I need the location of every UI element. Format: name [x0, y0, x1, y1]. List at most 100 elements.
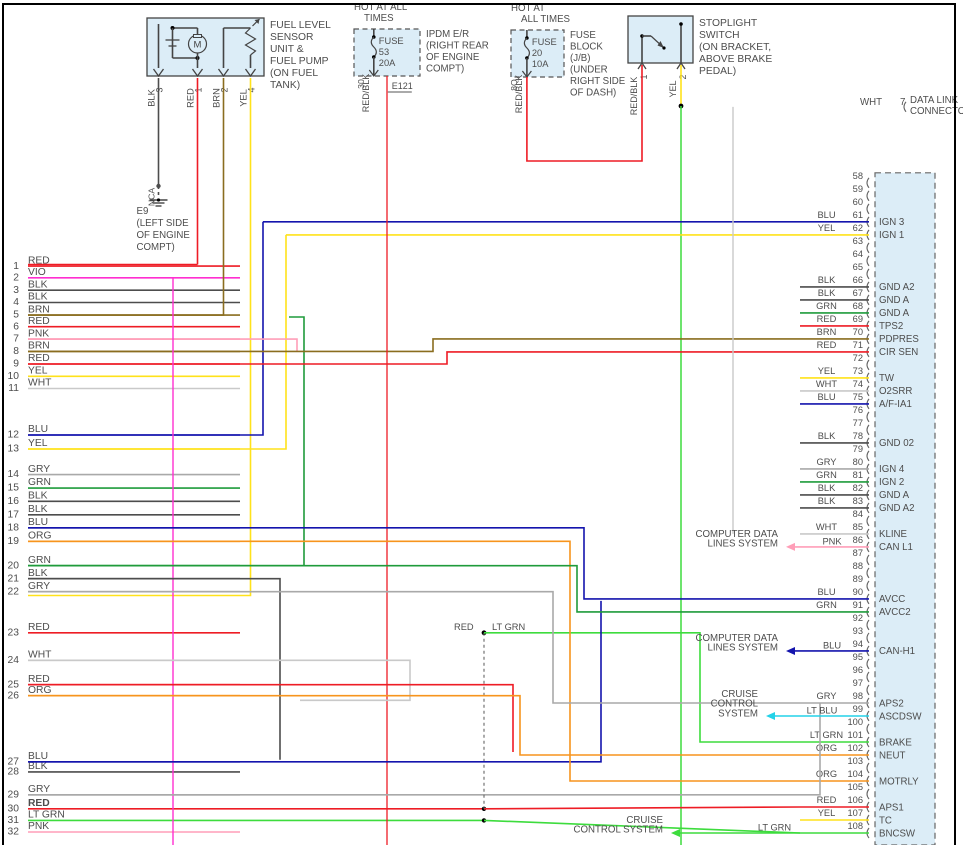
svg-text:(ON FUEL: (ON FUEL: [270, 68, 318, 79]
svg-text:21: 21: [8, 573, 20, 584]
svg-text:BLK: BLK: [28, 292, 48, 303]
svg-text:ORG: ORG: [816, 769, 837, 779]
svg-text:106: 106: [847, 795, 863, 805]
svg-text:29: 29: [8, 789, 20, 800]
svg-text:7: 7: [13, 334, 19, 345]
svg-text:28: 28: [8, 767, 20, 778]
svg-text:AVCC: AVCC: [879, 594, 905, 605]
svg-text:92: 92: [853, 613, 863, 623]
svg-text:12: 12: [8, 430, 20, 441]
svg-text:BLK: BLK: [28, 491, 48, 502]
svg-text:26: 26: [8, 690, 20, 701]
svg-text:O2SRR: O2SRR: [879, 386, 912, 397]
svg-text:APS1: APS1: [879, 802, 904, 813]
svg-text:GRY: GRY: [817, 457, 837, 467]
svg-text:10A: 10A: [532, 59, 549, 69]
svg-text:98: 98: [853, 691, 863, 701]
svg-text:102: 102: [847, 743, 863, 753]
svg-text:CONTROL SYSTEM: CONTROL SYSTEM: [573, 825, 663, 836]
svg-text:78: 78: [853, 431, 863, 441]
svg-text:2: 2: [678, 74, 688, 79]
svg-text:13: 13: [8, 444, 20, 455]
svg-text:ORG: ORG: [816, 743, 837, 753]
svg-text:88: 88: [853, 561, 863, 571]
svg-text:E121: E121: [392, 81, 413, 91]
svg-text:89: 89: [853, 574, 863, 584]
svg-text:BRAKE: BRAKE: [879, 737, 912, 748]
svg-text:77: 77: [853, 418, 863, 428]
svg-text:73: 73: [853, 366, 863, 376]
svg-text:OF DASH): OF DASH): [570, 88, 616, 99]
svg-text:63: 63: [853, 236, 863, 246]
svg-text:BLU: BLU: [817, 392, 835, 402]
svg-text:87: 87: [853, 548, 863, 558]
svg-text:LT GRN: LT GRN: [810, 730, 843, 740]
svg-text:17: 17: [8, 509, 20, 520]
svg-text:108: 108: [847, 821, 863, 831]
svg-text:GRY: GRY: [28, 784, 50, 795]
svg-text:2: 2: [13, 272, 19, 283]
svg-text:74: 74: [853, 379, 863, 389]
svg-text:90: 90: [853, 587, 863, 597]
svg-text:BRN: BRN: [212, 88, 222, 108]
svg-text:20: 20: [8, 560, 20, 571]
svg-text:6: 6: [13, 321, 19, 332]
svg-text:YEL: YEL: [668, 80, 678, 97]
svg-text:93: 93: [853, 626, 863, 636]
svg-text:RED: RED: [28, 622, 50, 633]
svg-text:GRY: GRY: [817, 691, 837, 701]
svg-text:GND A: GND A: [879, 490, 910, 501]
svg-text:82: 82: [853, 483, 863, 493]
svg-text:32: 32: [8, 827, 20, 838]
svg-text:20: 20: [532, 48, 542, 58]
svg-text:BLU: BLU: [28, 424, 48, 435]
svg-text:RED: RED: [454, 622, 474, 632]
svg-text:BLK: BLK: [28, 504, 48, 515]
svg-text:24: 24: [8, 655, 20, 666]
svg-text:66: 66: [853, 275, 863, 285]
svg-text:BLU: BLU: [823, 641, 841, 651]
svg-text:101: 101: [847, 730, 863, 740]
svg-text:BRN: BRN: [817, 327, 837, 337]
svg-text:WHT: WHT: [816, 522, 837, 532]
svg-text:A/F-IA1: A/F-IA1: [879, 399, 912, 410]
svg-text:BNCSW: BNCSW: [879, 828, 916, 839]
svg-text:23: 23: [8, 627, 20, 638]
svg-text:100: 100: [847, 717, 863, 727]
svg-text:65: 65: [853, 262, 863, 272]
svg-text:TANK): TANK): [270, 80, 300, 91]
svg-text:RIGHT SIDE: RIGHT SIDE: [570, 76, 626, 87]
svg-text:SENSOR: SENSOR: [270, 32, 314, 43]
svg-text:GND A2: GND A2: [879, 503, 915, 514]
svg-text:(J/B): (J/B): [570, 53, 590, 64]
svg-text:LT GRN: LT GRN: [758, 823, 791, 833]
svg-text:75: 75: [853, 392, 863, 402]
svg-text:103: 103: [847, 756, 863, 766]
svg-text:WHT: WHT: [28, 650, 52, 661]
svg-text:BLU: BLU: [817, 587, 835, 597]
svg-text:IGN 2: IGN 2: [879, 477, 904, 488]
svg-text:GND A: GND A: [879, 295, 910, 306]
svg-text:ASCDSW: ASCDSW: [879, 711, 922, 722]
svg-text:TC: TC: [879, 815, 892, 826]
svg-text:RED: RED: [28, 353, 50, 364]
svg-text:YEL: YEL: [818, 808, 836, 818]
svg-text:PNK: PNK: [822, 537, 842, 547]
svg-text:IGN 3: IGN 3: [879, 217, 904, 228]
svg-text:PDPRES: PDPRES: [879, 334, 919, 345]
svg-text:14: 14: [8, 469, 20, 480]
svg-text:VIO: VIO: [28, 267, 46, 278]
svg-text:60: 60: [853, 197, 863, 207]
svg-text:LINES SYSTEM: LINES SYSTEM: [707, 643, 778, 654]
svg-text:RED: RED: [817, 340, 837, 350]
svg-text:91: 91: [853, 600, 863, 610]
svg-text:SYSTEM: SYSTEM: [718, 708, 758, 719]
svg-text:BLK: BLK: [818, 483, 836, 493]
svg-text:GND 02: GND 02: [879, 438, 914, 449]
svg-text:RED/BLK: RED/BLK: [514, 75, 524, 114]
svg-text:KLINE: KLINE: [879, 529, 908, 540]
svg-text:CAN L1: CAN L1: [879, 542, 913, 553]
svg-text:YEL: YEL: [28, 366, 48, 377]
svg-text:AVCC2: AVCC2: [879, 607, 911, 618]
svg-text:APS2: APS2: [879, 698, 904, 709]
